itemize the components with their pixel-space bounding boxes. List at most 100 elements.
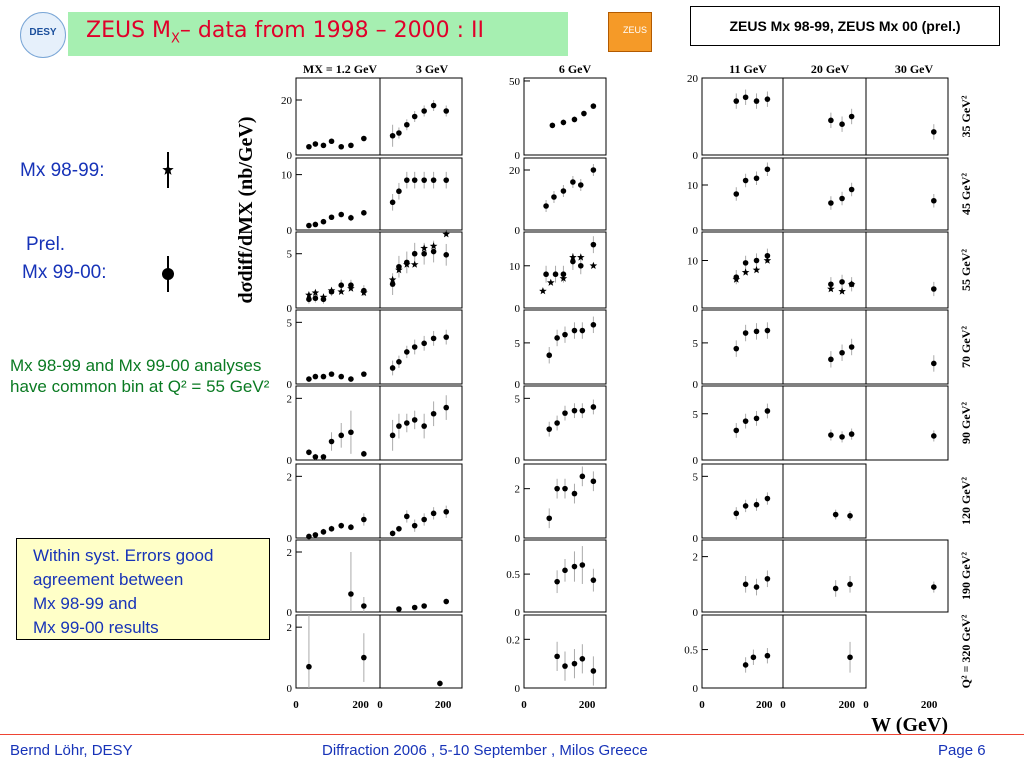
data-point-star xyxy=(539,287,547,295)
data-point xyxy=(742,503,749,509)
data-point xyxy=(312,295,319,302)
data-point xyxy=(832,585,839,592)
data-point xyxy=(411,522,418,529)
data-point-star xyxy=(763,256,772,264)
y-tick-label: 0 xyxy=(693,455,699,467)
data-point-star xyxy=(559,274,568,282)
data-point-star xyxy=(577,253,585,261)
data-point xyxy=(571,327,578,334)
data-point xyxy=(554,578,560,585)
data-point xyxy=(562,663,568,669)
data-point xyxy=(361,451,367,457)
panel-frame xyxy=(523,463,607,539)
data-point-star xyxy=(827,285,835,293)
y-axis-title: dσdiff/dMX (nb/GeV) xyxy=(235,116,257,303)
data-point xyxy=(931,129,937,135)
y-tick-label: 0 xyxy=(515,225,521,237)
data-point xyxy=(560,119,567,126)
data-point xyxy=(404,121,410,128)
data-point-star xyxy=(732,275,741,283)
data-point xyxy=(421,603,427,609)
panel-frame xyxy=(379,614,463,689)
data-point xyxy=(421,108,427,114)
data-point xyxy=(306,296,312,303)
panel-frame xyxy=(701,614,784,689)
panel-frame xyxy=(523,539,607,613)
data-point xyxy=(328,138,335,145)
data-point xyxy=(411,250,418,257)
data-point xyxy=(312,221,319,228)
x-tick-label: 200 xyxy=(435,699,452,711)
data-point xyxy=(828,356,834,363)
data-point xyxy=(764,96,771,102)
x-tick-label: 200 xyxy=(921,699,938,711)
x-tick-label: 0 xyxy=(377,699,383,711)
y-tick-label: 2 xyxy=(287,471,293,483)
data-point xyxy=(549,122,556,129)
y-tick-label: 0 xyxy=(287,303,293,315)
common-bin-note: Mx 98-99 and Mx 99-00 analyses have comm… xyxy=(10,356,270,396)
data-point xyxy=(828,200,834,206)
data-point xyxy=(443,598,450,605)
data-point xyxy=(839,121,845,127)
y-tick-label: 0 xyxy=(693,683,699,695)
data-point xyxy=(848,186,855,193)
data-point-star xyxy=(752,266,761,274)
data-point xyxy=(361,516,367,523)
data-point xyxy=(590,241,597,248)
panel-frame xyxy=(865,385,949,461)
data-point xyxy=(404,513,410,520)
data-point xyxy=(753,415,760,422)
data-point xyxy=(753,584,760,590)
data-point xyxy=(328,438,335,445)
data-point xyxy=(554,485,560,492)
data-point xyxy=(443,508,450,515)
y-tick-label: 2 xyxy=(287,393,293,405)
panel-frame xyxy=(701,463,784,539)
data-point xyxy=(389,530,396,537)
data-point xyxy=(753,175,760,182)
y-tick-label: 2 xyxy=(287,622,293,634)
data-point xyxy=(421,250,427,257)
footer-page: Page 6 xyxy=(938,742,986,759)
data-point xyxy=(571,490,578,497)
panel-frame xyxy=(782,157,867,231)
y-tick-label: 5 xyxy=(515,338,521,350)
data-point xyxy=(396,606,402,612)
y-tick-label: 0 xyxy=(515,607,521,619)
y-tick-label: 0 xyxy=(693,303,699,315)
data-point xyxy=(828,117,834,124)
data-point xyxy=(848,431,855,437)
data-point xyxy=(338,282,345,289)
data-point xyxy=(931,286,937,292)
data-point xyxy=(590,668,597,674)
data-point xyxy=(839,349,845,356)
data-point xyxy=(328,371,335,377)
data-point xyxy=(306,222,312,229)
data-point-star xyxy=(360,288,368,296)
data-point xyxy=(571,116,578,123)
legend-dot-label-2: Mx 99-00: xyxy=(22,262,107,283)
x-tick-label: 0 xyxy=(521,699,527,711)
y-tick-label: 5 xyxy=(287,249,293,261)
y-tick-label: 10 xyxy=(687,180,699,192)
data-point xyxy=(306,663,312,670)
data-point xyxy=(361,135,367,142)
legend-dot-marker xyxy=(162,268,174,280)
y-tick-label: 0 xyxy=(287,683,293,695)
data-point xyxy=(570,258,576,265)
data-point xyxy=(562,331,568,338)
data-point xyxy=(543,271,549,278)
data-point xyxy=(348,524,354,531)
data-point xyxy=(590,478,597,485)
data-point xyxy=(554,653,560,660)
data-point xyxy=(753,328,760,335)
data-point xyxy=(590,167,597,173)
data-point xyxy=(750,654,757,661)
y-tick-label: 0 xyxy=(287,225,293,237)
q2-row-label: 45 GeV² xyxy=(959,173,973,215)
data-point xyxy=(554,335,560,341)
panel-frame xyxy=(782,231,867,309)
agreement-line: Mx 98-99 and xyxy=(33,594,137,613)
data-point xyxy=(411,177,418,183)
